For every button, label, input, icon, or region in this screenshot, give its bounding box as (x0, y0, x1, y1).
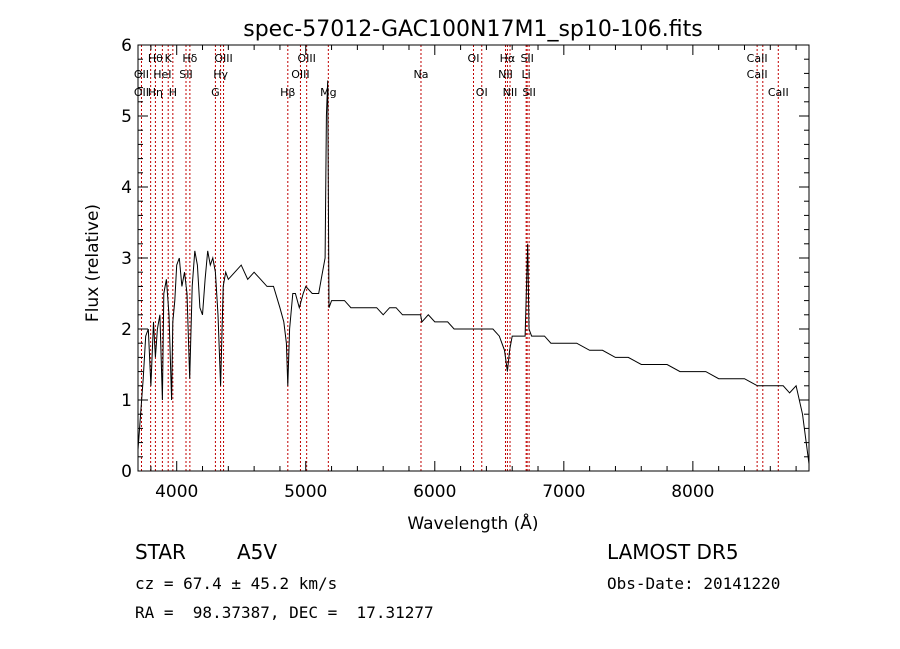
line-label: Na (413, 68, 428, 81)
redshift-cz: cz = 67.4 ± 45.2 km/s (135, 574, 338, 593)
line-label: OIII (297, 52, 315, 65)
line-label: Hθ (148, 52, 163, 65)
line-label: Hδ (182, 52, 197, 65)
line-label: OI (476, 86, 488, 99)
y-tick-label: 4 (121, 178, 132, 198)
line-label: OII (134, 68, 149, 81)
line-label: OIII (291, 68, 309, 81)
y-tick-label: 6 (121, 36, 132, 56)
line-label: Mg (320, 86, 336, 99)
y-axis: 0 1 2 3 4 5 6 (121, 36, 809, 482)
line-label: OI (468, 52, 480, 65)
line-label: SII (179, 68, 192, 81)
line-label: H (169, 86, 177, 99)
y-tick-label: 2 (121, 320, 132, 340)
line-label: HeI (153, 68, 171, 81)
emission-line-markers (140, 45, 779, 471)
x-tick-label: 5000 (284, 482, 327, 502)
x-tick-label: 7000 (542, 482, 585, 502)
line-label: G (211, 86, 220, 99)
line-label: SII (520, 52, 533, 65)
y-tick-label: 5 (121, 107, 132, 127)
x-tick-label: 6000 (413, 482, 456, 502)
line-label: Li (522, 68, 531, 81)
x-tick-label: 8000 (671, 482, 714, 502)
survey-name: LAMOST DR5 (607, 540, 739, 564)
line-label: NII (503, 86, 518, 99)
chart-title: spec-57012-GAC100N17M1_sp10-106.fits (243, 17, 703, 42)
coordinates: RA = 98.37387, DEC = 17.31277 (135, 603, 434, 622)
x-tick-label: 4000 (155, 482, 198, 502)
y-tick-label: 0 (121, 462, 132, 482)
line-label: Hγ (213, 68, 228, 81)
line-label: OIII (214, 52, 232, 65)
line-label: Hα (500, 52, 516, 65)
line-label: SII (522, 86, 535, 99)
line-label: NII (498, 68, 513, 81)
line-label: CaII (747, 52, 768, 65)
line-label: Hη (148, 86, 163, 99)
spectrum-line (137, 80, 810, 464)
line-label: CaII (747, 68, 768, 81)
y-tick-label: 1 (121, 391, 132, 411)
y-axis-label: Flux (relative) (83, 204, 103, 322)
x-axis: 4000 5000 6000 7000 8000 (150, 45, 797, 502)
line-label: K (165, 52, 173, 65)
object-class: STAR (135, 540, 186, 564)
x-axis-label: Wavelength (Å) (407, 512, 538, 534)
line-label: CaII (768, 86, 789, 99)
object-subclass: A5V (237, 540, 278, 564)
line-labels: OIIOIIHθHηHeIKHSIIHδGHγOIIIHβOIIIOIIIMgN… (134, 52, 789, 99)
line-label: Hβ (280, 86, 295, 99)
y-tick-label: 3 (121, 249, 132, 269)
obs-date: Obs-Date: 20141220 (607, 574, 781, 593)
